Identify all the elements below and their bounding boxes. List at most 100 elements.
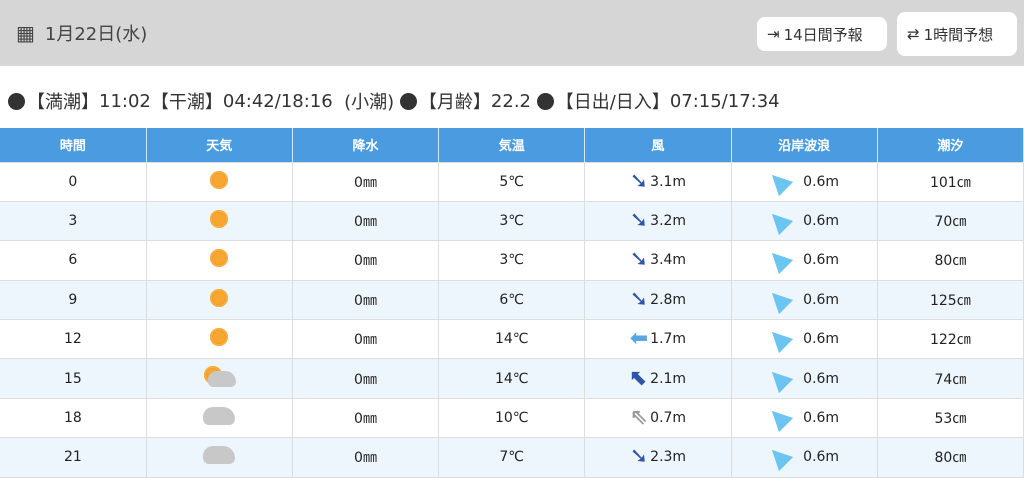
sun-icon — [210, 328, 229, 347]
tide: 125㎝ — [877, 279, 1024, 321]
sun-icon — [210, 288, 229, 307]
wave-height: 0.6m — [803, 291, 840, 308]
tide: 80㎝ — [877, 437, 1024, 478]
tide: 70㎝ — [877, 200, 1024, 242]
table-row: 3 0㎜ 3℃ ➘ 3.2m 0.6m 70㎝ — [0, 200, 1024, 242]
wave-direction-icon — [765, 285, 794, 315]
column-header: 風 — [584, 128, 732, 162]
temp: 14℃ — [438, 358, 586, 399]
table-row: 6 0㎜ 3℃ ➘ 3.4m 0.6m 80㎝ — [0, 240, 1024, 281]
wind: ⇖ 0.7m — [584, 397, 732, 439]
temp: 3℃ — [438, 240, 586, 281]
wave-direction-icon — [765, 364, 794, 393]
rain: 0㎜ — [292, 200, 440, 242]
time: 9 — [0, 279, 147, 321]
forecast-table: 時間 天気 降水 気温風沿岸波浪 潮汐 0 0㎜ 5℃ ➘ 3.1m 0.6m 101㎝ 3… — [0, 128, 1024, 478]
wind: ➘ 2.3m — [584, 437, 732, 478]
wind-arrow-icon: ⇖ — [629, 405, 649, 431]
sun-icon — [210, 249, 229, 268]
wave-height: 0.6m — [803, 173, 840, 190]
14day-forecast-button[interactable]: ⇥ 14日間予報 — [757, 17, 887, 51]
table-row: 9 0㎜ 6℃ ➘ 2.8m 0.6m 125㎝ — [0, 279, 1024, 321]
weather — [146, 358, 293, 399]
weather — [146, 319, 293, 360]
wave: 0.6m — [731, 240, 878, 281]
moon-age: 22.2 — [490, 90, 531, 112]
weather — [146, 200, 293, 242]
tide-icon — [8, 92, 25, 110]
wind: ⬅ 1.7m — [584, 319, 732, 360]
rain: 0㎜ — [292, 358, 440, 399]
wind-arrow-icon: ⬉ — [629, 365, 649, 391]
tide-info: 【満潮】 11:02 【干潮】 04:42/18:16 (小潮) 【月齢】 22.2 【… — [8, 88, 780, 114]
temp: 10℃ — [438, 397, 586, 439]
tide: 53㎝ — [877, 397, 1024, 439]
wave-direction-icon — [765, 325, 794, 354]
wave: 0.6m — [731, 161, 878, 202]
sun-label: 【日出/日入】 — [555, 92, 670, 113]
swap-icon: ⇄ — [907, 25, 920, 43]
calendar-icon: ▦ — [16, 21, 35, 45]
time: 15 — [0, 358, 147, 399]
time: 12 — [0, 319, 147, 360]
wind-speed: 0.7m — [650, 410, 687, 427]
table-row: 18 0㎜ 10℃ ⇖ 0.7m 0.6m 53㎝ — [0, 397, 1024, 439]
high-tide: 11:02 — [99, 90, 151, 112]
wind-speed: 3.2m — [650, 213, 687, 230]
column-header: 天気 — [146, 128, 293, 162]
moon-icon — [399, 92, 417, 110]
wind-speed: 2.3m — [650, 449, 687, 466]
wave: 0.6m — [731, 397, 878, 439]
wind: ⬉ 2.1m — [584, 358, 732, 399]
wind-arrow-icon: ➘ — [629, 168, 649, 194]
weather — [146, 437, 293, 478]
tide: 74㎝ — [877, 358, 1024, 399]
date-label: ▦ 1月22日(水) — [16, 20, 147, 46]
wind: ➘ 3.4m — [584, 240, 732, 281]
wave-direction-icon — [765, 246, 794, 275]
date-text: 1月22日(水) — [44, 24, 148, 45]
low-tide-label: 【干潮】 — [150, 92, 223, 113]
weather — [146, 161, 293, 202]
column-header: 時間 — [0, 128, 147, 162]
wave: 0.6m — [731, 200, 878, 242]
label: 1時間予想 — [923, 25, 994, 44]
rain: 0㎜ — [292, 319, 440, 360]
table-row: 12 0㎜ 14℃ ⬅ 1.7m 0.6m 122㎝ — [0, 319, 1024, 360]
time: 18 — [0, 397, 147, 439]
rain: 0㎜ — [292, 437, 440, 478]
rain: 0㎜ — [292, 240, 440, 281]
weather — [146, 397, 293, 439]
wind-speed: 2.8m — [650, 291, 687, 308]
wind-speed: 2.1m — [650, 370, 687, 387]
weather — [146, 279, 293, 321]
high-tide-label: 【満潮】 — [27, 92, 99, 113]
wind-speed: 3.4m — [650, 252, 687, 269]
time: 6 — [0, 240, 147, 281]
sunrise-icon — [536, 92, 554, 110]
sun-times: 07:15/17:34 — [669, 90, 780, 112]
top-bar: ▦ 1月22日(水) ⇥ 14日間予報 ⇄ 1時間予想 — [0, 0, 1024, 66]
label: 14日間予報 — [783, 25, 863, 44]
temp: 5℃ — [438, 161, 586, 202]
wind: ➘ 2.8m — [584, 279, 732, 321]
moon-label: 【月齢】 — [418, 92, 491, 113]
wave-height: 0.6m — [803, 331, 840, 348]
table-row: 15 0㎜ 14℃ ⬉ 2.1m 0.6m 74㎝ — [0, 358, 1024, 399]
tide-type: (小潮) — [344, 92, 395, 113]
cloud-icon — [203, 407, 236, 426]
wave-direction-icon — [765, 206, 794, 236]
wave-direction-icon — [765, 443, 794, 472]
wind: ➘ 3.1m — [584, 161, 732, 202]
low-tide: 04:42/18:16 — [222, 90, 333, 112]
cloud-icon — [203, 446, 236, 465]
column-header: 沿岸波浪 — [731, 128, 878, 162]
time: 21 — [0, 437, 147, 478]
wave-height: 0.6m — [803, 449, 840, 466]
wave: 0.6m — [731, 358, 878, 399]
time: 0 — [0, 161, 147, 202]
rain: 0㎜ — [292, 397, 440, 439]
temp: 6℃ — [438, 279, 586, 321]
wind-speed: 3.1m — [650, 173, 687, 190]
hourly-forecast-button[interactable]: ⇄ 1時間予想 — [897, 12, 1017, 56]
